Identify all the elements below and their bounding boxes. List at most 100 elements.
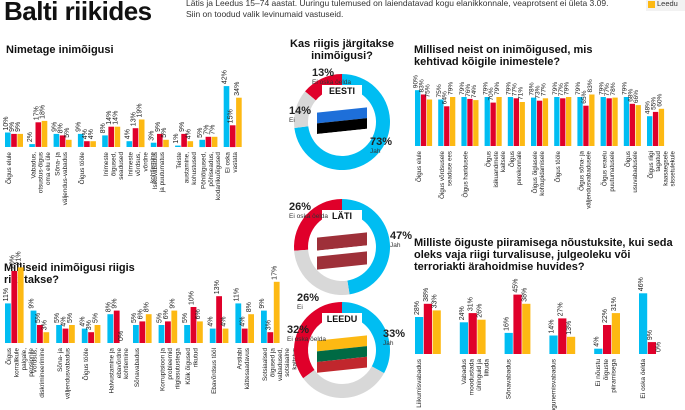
bar-value-label: 9% [647,330,654,340]
bar [444,106,450,146]
bar [248,314,254,343]
bar-value-label: 66% [633,90,640,103]
bar [542,98,549,146]
bar-value-label: 38% [423,288,430,302]
category-label: Õigus võrdsusele [439,150,446,198]
bar [113,310,120,343]
bar [484,97,490,146]
bar [138,119,145,148]
bar-value-label: 6% [195,309,202,319]
category-label: Teiste [176,152,183,169]
slice-label: Jah [370,148,381,155]
category-label: kaitsele [500,150,507,172]
slice-label: Ei [297,304,303,311]
bar [66,139,72,148]
category-label: oma elu üle [45,152,52,185]
bar-value-label: 74% [471,85,478,98]
chart-title-restrictions: Milliste õiguste piiramisega nõustuksite… [414,237,673,273]
category-label: kohtupidamisele [539,150,546,195]
bar-value-label: 24% [459,306,466,320]
bar [139,321,146,343]
bar-value-label: 22% [602,309,609,323]
bar-value-label: 4% [61,316,68,326]
bar-value-label: 20% [9,255,16,269]
bar-value-label: 42% [222,70,229,84]
chart-title-name-rights: Nimetage inimõigusi [6,44,114,56]
bar [490,102,496,146]
country-plate [322,85,362,97]
category-label: Liikumisvabadus [416,358,423,407]
category-label: Õigus õiglasele [532,150,539,193]
flag-band [317,356,367,373]
bar [77,133,84,147]
flag-band [317,232,367,251]
bar [267,332,274,343]
flag-band [317,128,367,145]
bar-value-label: 4% [82,129,89,139]
bar [536,100,543,146]
category-label: riigiasutustega [174,348,181,390]
bar [126,141,133,147]
bar [235,303,242,343]
bar-value-label: 15% [228,109,235,123]
bar-value-label: 4% [80,316,87,326]
bar [94,325,101,343]
bar [639,293,648,354]
slice-label: Ei oska öelda [312,79,351,86]
category-label: Ei oska öelda [640,359,647,399]
category-label: Sõna- ja [55,152,62,176]
legend-label-leedu: Leedu [657,0,678,8]
bar [190,307,197,343]
bar [175,145,181,147]
bar-value-label: 16% [504,317,511,331]
category-label: isikuandmete [493,150,500,187]
bar-value-label: 9% [259,298,266,308]
bar-value-label: 10% [3,116,10,130]
category-label: perekonnale [516,150,523,185]
bar [35,122,42,147]
category-label: Vabadus, [30,152,37,179]
bar [612,97,618,146]
category-label: palgale, [21,348,28,371]
flag-band [317,118,367,135]
flag-band [317,245,367,257]
bar [43,332,50,343]
bar [81,328,88,343]
bar [423,303,432,354]
bar [90,141,96,147]
bar-value-label: 5% [67,313,74,323]
bar [273,281,280,343]
bar-value-label: 79% [575,82,582,95]
bar-value-label: 90% [413,75,420,88]
bar [415,317,424,354]
category-label: diskrimineerimine [39,348,46,398]
bar [184,325,190,343]
category-label: kodanikuõigused [215,152,222,200]
bar [216,296,222,343]
category-label: pensionile [28,348,35,377]
bar [519,102,525,146]
bar [114,126,121,147]
category-label: Kogunemisvabadus [550,358,557,410]
bar [17,133,23,147]
bar-value-label: 0% [118,331,125,341]
bar-value-label: 8% [58,123,65,133]
bar [211,136,218,147]
bar [150,142,157,147]
bar [558,318,567,354]
bar-value-label: 65% [581,90,588,103]
bar-value-label: 0% [656,342,663,352]
category-label: Võrdsus, [32,348,39,373]
bar [17,267,24,343]
category-label: tagatud [655,150,662,171]
bar [577,97,583,146]
chart-title-universal-rights: Millised neist on inimõigused, mis kehti… [414,44,593,68]
bar-value-label: 4% [593,337,600,347]
category-label: rikutud [193,348,200,368]
bar [241,328,248,343]
bar-value-label: 17% [272,266,279,280]
bar-value-label: 75% [436,84,443,97]
slice-value: 73% [370,136,392,148]
donut-slice [294,91,316,129]
